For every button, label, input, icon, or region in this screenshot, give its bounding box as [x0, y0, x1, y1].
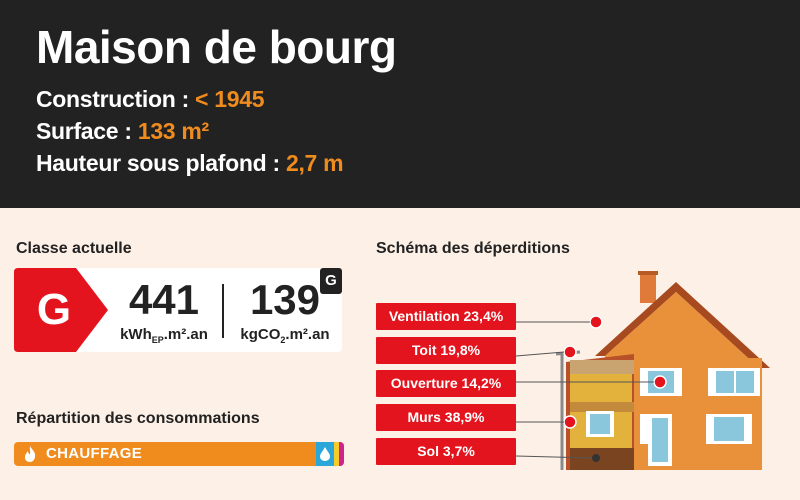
ghg-unit: kgCO2.m².an	[240, 326, 330, 345]
loss-murs: Murs 38,9%	[376, 404, 516, 431]
page-title: Maison de bourg	[36, 21, 397, 73]
auxiliaires-segment	[339, 442, 344, 466]
surface-value: 133 m²	[137, 118, 209, 144]
deperditions-label: Schéma des déperditions	[376, 240, 570, 257]
energy-class-badge: G	[14, 268, 108, 352]
eclairage-segment	[334, 442, 339, 466]
ghg-emissions: 139 kgCO2.m².an	[228, 276, 342, 346]
energy-consumption: 441 kWhEP.m².an	[108, 276, 220, 346]
hauteur-label: Hauteur sous plafond :	[36, 150, 286, 176]
energy-value: 441	[128, 276, 200, 323]
construction-label: Construction :	[36, 86, 196, 112]
water-drop-icon	[320, 447, 330, 461]
construction-value: < 1945	[195, 86, 265, 112]
construction-line: Construction : < 1945	[36, 86, 265, 113]
surface-label: Surface :	[36, 118, 138, 144]
house-illustration	[515, 271, 800, 500]
energy-unit: kWhEP.m².an	[120, 326, 208, 345]
hauteur-line: Hauteur sous plafond : 2,7 m	[36, 150, 344, 177]
flame-icon	[24, 446, 36, 462]
ghg-value: 139	[249, 276, 321, 323]
chauffage-label: CHAUFFAGE	[46, 445, 143, 462]
loss-sol: Sol 3,7%	[376, 438, 516, 465]
hauteur-value: 2,7 m	[285, 150, 344, 176]
loss-toit: Toit 19,8%	[376, 337, 516, 364]
loss-ouverture: Ouverture 14,2%	[376, 370, 516, 397]
ghg-class-badge: G	[320, 268, 342, 294]
loss-ventilation: Ventilation 23,4%	[376, 303, 516, 330]
repartition-label: Répartition des consommations	[16, 410, 260, 427]
metric-divider	[222, 284, 224, 338]
header-banner: Maison de bourg Construction : < 1945 Su…	[0, 0, 800, 208]
energy-class-card: G 441 kWhEP.m².an 139 kgCO2.m².an	[14, 268, 342, 352]
surface-line: Surface : 133 m²	[36, 118, 209, 145]
energy-class-letter: G	[37, 285, 71, 334]
consumption-bar: CHAUFFAGE	[14, 442, 344, 466]
classe-actuelle-label: Classe actuelle	[16, 240, 132, 257]
